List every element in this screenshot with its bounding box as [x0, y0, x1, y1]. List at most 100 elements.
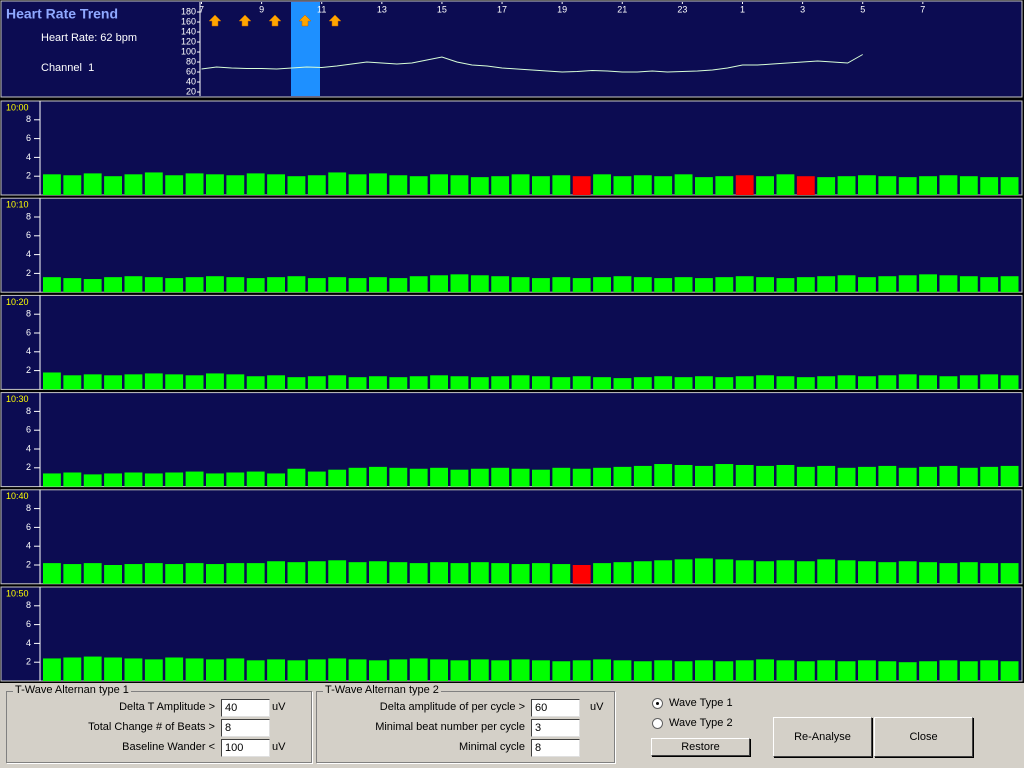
- strip-bar: [756, 561, 774, 584]
- strip-bar: [409, 468, 428, 487]
- strip-bar: [572, 176, 591, 195]
- strip-bar: [267, 473, 285, 487]
- x-tick-label: 13: [377, 4, 387, 14]
- strip-bar: [796, 561, 815, 584]
- y-tick-label: 6: [26, 230, 31, 240]
- strip-bar: [104, 473, 122, 487]
- x-tick-label: 17: [497, 4, 507, 14]
- strip-bar: [715, 464, 734, 487]
- x-tick-label: 7: [199, 4, 204, 14]
- strip-bar: [389, 659, 408, 681]
- y-tick-label: 160: [181, 16, 196, 26]
- strip-bar: [124, 658, 143, 681]
- y-tick-label: 2: [26, 559, 31, 569]
- reanalyse-button[interactable]: Re-Analyse: [773, 717, 872, 757]
- strip-bar: [226, 175, 245, 195]
- strip-bar: [532, 278, 550, 293]
- strip-bar: [613, 176, 632, 195]
- strip-time: 10:20: [6, 297, 29, 307]
- strip-bar: [389, 377, 408, 390]
- strip-bar: [532, 176, 550, 195]
- strip-bar: [674, 464, 693, 487]
- y-tick-label: 2: [26, 171, 31, 181]
- event-marker[interactable]: [298, 14, 312, 27]
- strip-bar: [674, 277, 693, 293]
- y-tick-label: 8: [26, 503, 31, 513]
- strip-bar: [959, 276, 978, 293]
- strip-bar: [735, 276, 754, 293]
- event-marker[interactable]: [268, 14, 282, 27]
- y-tick-label: 40: [186, 76, 196, 86]
- strip-bar: [369, 173, 387, 195]
- field-input[interactable]: 3: [531, 719, 580, 737]
- strip-bar: [450, 469, 469, 487]
- heart-rate-line: [201, 54, 863, 73]
- strip-bar: [491, 467, 510, 487]
- strip-bar: [532, 376, 550, 390]
- strip-bar: [817, 465, 836, 487]
- strip-bar: [817, 660, 836, 681]
- y-tick-label: 2: [26, 365, 31, 375]
- y-tick-label: 8: [26, 600, 31, 610]
- strip-bar: [430, 562, 448, 584]
- strip-bar: [307, 561, 326, 584]
- strip-bar: [735, 660, 754, 681]
- strip-bar: [63, 175, 82, 195]
- strip-bar: [104, 277, 122, 293]
- restore-button[interactable]: Restore: [651, 738, 750, 756]
- field-input[interactable]: 8: [221, 719, 270, 737]
- strip-bar: [246, 278, 265, 293]
- strip-bar: [593, 377, 611, 390]
- strip-bar: [532, 469, 550, 487]
- strip-bar: [695, 177, 713, 195]
- strip-bar: [552, 175, 571, 195]
- field-input[interactable]: 60: [531, 699, 580, 717]
- strip-bar: [735, 464, 754, 487]
- radio-checked[interactable]: [652, 698, 663, 709]
- strip-bar: [348, 278, 367, 293]
- strip-bar: [695, 558, 713, 584]
- strip-bar: [613, 378, 632, 390]
- close-button[interactable]: Close: [874, 717, 973, 757]
- field-input[interactable]: 100: [221, 739, 270, 757]
- strip-bar: [858, 466, 876, 487]
- strip-bar: [837, 560, 856, 584]
- radio[interactable]: [652, 718, 663, 729]
- event-marker[interactable]: [328, 14, 342, 27]
- strip-bar: [552, 277, 571, 293]
- strip-bar: [654, 376, 673, 390]
- event-marker[interactable]: [208, 14, 222, 27]
- strip-bar: [369, 376, 387, 390]
- strip-bar: [348, 659, 367, 681]
- strip-bar: [144, 172, 163, 195]
- strip-bar: [389, 467, 408, 487]
- strip-bar: [654, 176, 673, 195]
- strip-bar: [776, 376, 795, 390]
- strip-bar: [572, 468, 591, 487]
- strip-bar: [470, 659, 489, 681]
- strip-bar: [470, 275, 489, 293]
- field-input[interactable]: 8: [531, 739, 580, 757]
- strip-bar: [919, 562, 937, 584]
- strip-bar: [674, 661, 693, 681]
- strip-bar: [695, 465, 713, 487]
- strip-bar: [715, 377, 734, 390]
- strip-bar: [572, 660, 591, 681]
- strip-bar: [124, 276, 143, 293]
- strip-bar: [185, 173, 204, 195]
- strip-bar: [104, 375, 122, 390]
- strip-bar: [959, 176, 978, 195]
- strip-bar: [124, 374, 143, 390]
- event-marker[interactable]: [238, 14, 252, 27]
- field-input[interactable]: 40: [221, 699, 270, 717]
- strip-bar: [674, 174, 693, 195]
- x-tick-label: 3: [800, 4, 805, 14]
- y-tick-label: 6: [26, 425, 31, 435]
- strip-bar: [837, 275, 856, 293]
- strip-bar: [226, 658, 245, 681]
- strip-bar: [898, 374, 917, 390]
- strip-bar: [470, 377, 489, 390]
- strip-bar: [287, 660, 306, 681]
- strip-bar: [206, 473, 224, 487]
- strip-bar: [450, 274, 469, 293]
